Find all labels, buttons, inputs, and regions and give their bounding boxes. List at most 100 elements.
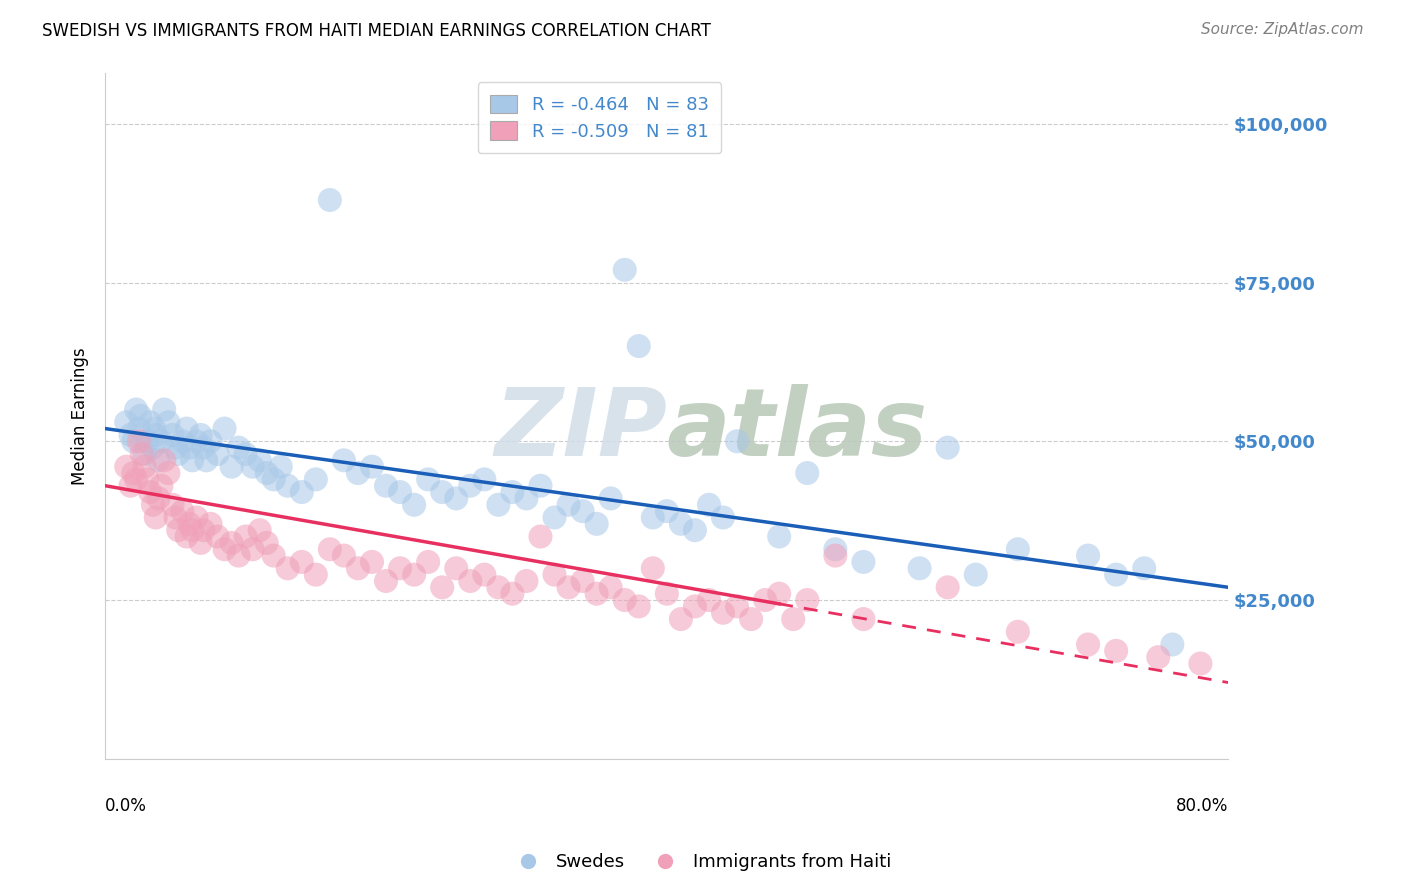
Text: ZIP: ZIP bbox=[494, 384, 666, 475]
Point bbox=[256, 536, 278, 550]
Point bbox=[165, 510, 187, 524]
Point bbox=[305, 472, 328, 486]
Point bbox=[725, 434, 748, 449]
Point bbox=[142, 498, 165, 512]
Point bbox=[207, 447, 229, 461]
Point bbox=[1077, 549, 1099, 563]
Point bbox=[249, 523, 271, 537]
Point bbox=[157, 466, 180, 480]
Legend: R = -0.464   N = 83, R = -0.509   N = 81: R = -0.464 N = 83, R = -0.509 N = 81 bbox=[478, 82, 721, 153]
Point bbox=[768, 529, 790, 543]
Point bbox=[122, 434, 145, 449]
Point bbox=[172, 504, 194, 518]
Point bbox=[655, 587, 678, 601]
Point bbox=[627, 599, 650, 614]
Point bbox=[136, 472, 159, 486]
Point bbox=[249, 453, 271, 467]
Point bbox=[277, 561, 299, 575]
Point bbox=[613, 263, 636, 277]
Point bbox=[389, 485, 412, 500]
Point bbox=[1161, 638, 1184, 652]
Point bbox=[641, 510, 664, 524]
Point bbox=[389, 561, 412, 575]
Point bbox=[472, 567, 495, 582]
Point bbox=[599, 491, 621, 506]
Point bbox=[965, 567, 987, 582]
Point bbox=[444, 561, 467, 575]
Point bbox=[740, 612, 762, 626]
Point bbox=[242, 542, 264, 557]
Point bbox=[190, 536, 212, 550]
Point bbox=[711, 606, 734, 620]
Point bbox=[115, 459, 138, 474]
Point bbox=[641, 561, 664, 575]
Point bbox=[148, 491, 170, 506]
Point bbox=[277, 479, 299, 493]
Point bbox=[796, 593, 818, 607]
Point bbox=[936, 580, 959, 594]
Point bbox=[824, 542, 846, 557]
Point bbox=[148, 453, 170, 467]
Point bbox=[167, 447, 190, 461]
Text: 0.0%: 0.0% bbox=[105, 797, 148, 814]
Point bbox=[557, 580, 579, 594]
Point bbox=[375, 574, 398, 588]
Point bbox=[852, 555, 875, 569]
Point bbox=[150, 434, 173, 449]
Point bbox=[193, 523, 215, 537]
Point bbox=[683, 599, 706, 614]
Point bbox=[529, 529, 551, 543]
Point bbox=[167, 523, 190, 537]
Point bbox=[256, 466, 278, 480]
Point bbox=[157, 415, 180, 429]
Point bbox=[627, 339, 650, 353]
Point bbox=[432, 485, 454, 500]
Point bbox=[418, 472, 440, 486]
Point bbox=[176, 529, 198, 543]
Point bbox=[122, 466, 145, 480]
Point bbox=[458, 479, 481, 493]
Point bbox=[235, 447, 257, 461]
Point bbox=[134, 459, 156, 474]
Point bbox=[571, 504, 593, 518]
Point bbox=[543, 567, 565, 582]
Point bbox=[145, 510, 167, 524]
Point bbox=[179, 516, 201, 531]
Point bbox=[404, 498, 426, 512]
Text: SWEDISH VS IMMIGRANTS FROM HAITI MEDIAN EARNINGS CORRELATION CHART: SWEDISH VS IMMIGRANTS FROM HAITI MEDIAN … bbox=[42, 22, 711, 40]
Point bbox=[697, 593, 720, 607]
Point bbox=[200, 434, 222, 449]
Point bbox=[162, 498, 184, 512]
Point bbox=[1133, 561, 1156, 575]
Point bbox=[115, 415, 138, 429]
Point bbox=[179, 441, 201, 455]
Point bbox=[136, 434, 159, 449]
Point bbox=[228, 441, 250, 455]
Point bbox=[404, 567, 426, 582]
Point bbox=[599, 580, 621, 594]
Point bbox=[193, 441, 215, 455]
Point bbox=[908, 561, 931, 575]
Point bbox=[432, 580, 454, 594]
Point bbox=[361, 459, 384, 474]
Point bbox=[186, 434, 208, 449]
Point bbox=[242, 459, 264, 474]
Point bbox=[129, 409, 152, 423]
Point bbox=[221, 536, 243, 550]
Point bbox=[585, 587, 607, 601]
Point bbox=[221, 459, 243, 474]
Point bbox=[782, 612, 804, 626]
Point bbox=[270, 459, 292, 474]
Point bbox=[228, 549, 250, 563]
Point bbox=[235, 529, 257, 543]
Point bbox=[190, 428, 212, 442]
Point bbox=[143, 421, 166, 435]
Point bbox=[361, 555, 384, 569]
Point bbox=[319, 193, 342, 207]
Point bbox=[655, 504, 678, 518]
Point bbox=[1007, 624, 1029, 639]
Point bbox=[585, 516, 607, 531]
Point bbox=[501, 485, 523, 500]
Point bbox=[120, 428, 142, 442]
Point bbox=[1105, 644, 1128, 658]
